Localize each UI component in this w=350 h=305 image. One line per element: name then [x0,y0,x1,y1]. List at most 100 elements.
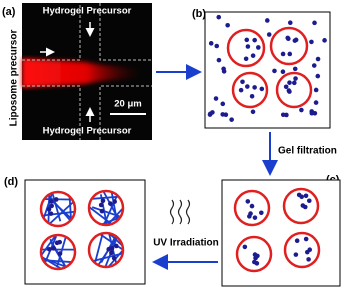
channel-walls [22,3,152,140]
top-label: Hydrogel Precursor [43,6,132,17]
vesicle [235,235,273,273]
liposome-dot [250,109,256,115]
liposome-dot [255,45,261,50]
liposome-dot [249,203,255,209]
liposome-dot [309,110,315,116]
liposome-dot [220,112,225,117]
liposome-dot [312,20,317,26]
liposome-dot [287,89,292,94]
step-label: Gel filtration [278,146,337,157]
side-label: Liposome precursor [9,30,20,127]
liposome-dot [210,110,215,115]
liposome-dot [283,84,289,90]
liposome-dot [54,240,60,246]
liposome-dot [293,76,298,81]
vesicle [39,233,77,271]
liposome-dot [108,201,113,206]
vesicle [233,189,271,227]
uv-waves [169,199,191,225]
liposome-dot [252,252,258,257]
liposome-dot [46,246,52,252]
scale-label: 20 μm [114,99,141,110]
liposome-dot [216,14,222,20]
vesicle [226,28,266,68]
hydrogel-fiber [41,208,75,217]
liposome-dot [315,73,321,79]
liposome-dot [249,94,255,99]
vesicle [282,187,320,225]
vesicle [231,71,269,109]
vesicle [283,231,321,269]
panel-box [24,179,146,285]
liposome-dot [109,250,114,256]
liposome-dot [213,96,219,101]
liposome-dot [280,51,286,57]
panel-label: (b) [192,8,206,20]
panel-box [221,179,341,287]
liposome-dot [280,112,286,118]
liposome-dot [306,257,311,262]
liposome-dot [252,259,257,265]
liposome-dot [248,211,253,216]
liposome-dot [229,117,234,122]
liposome-dot [216,57,222,63]
liposome-dot [272,68,277,74]
liposome-stream [22,58,140,88]
liposome-dot [99,208,105,214]
hydrogel-fiber [100,233,123,263]
liposome-dot [245,84,250,89]
liposome-dot [250,53,256,58]
liposome-dot [48,211,54,216]
liposome-dot [245,44,251,49]
liposome-dot [238,87,244,93]
liposome-dot [53,197,59,202]
liposome-dot [57,251,63,256]
liposome-dot [309,39,314,45]
liposome-dot [299,107,304,113]
liposome-dot [253,255,258,261]
liposome-dot [264,18,270,23]
liposome-dot [112,199,117,204]
liposome-dot [242,244,248,250]
liposome-dot [313,87,319,93]
liposome-dot [46,206,52,212]
liposome-dot [51,246,57,251]
hydrogel-fiber [41,199,75,226]
liposome-dot [287,80,292,85]
liposome-dot [100,198,106,204]
liposome-dot [294,238,300,244]
bottom-label: Hydrogel Precursor [43,126,132,137]
liposome-dot [303,236,309,242]
liposome-dot [49,203,54,209]
liposome-dot [259,86,265,92]
liposome-dot [322,38,327,43]
liposome-dot [252,215,258,220]
hydrogel-fiber [48,198,75,226]
hydrogel-fiber [41,235,66,264]
vesicle [87,189,125,227]
liposome-dot [313,100,319,105]
liposome-dot [285,35,291,41]
liposome-dot [292,80,297,86]
vesicle [87,231,125,269]
liposome-dot [245,199,251,204]
vesicle [269,26,309,66]
hydrogel-fiber [89,199,121,225]
hydrogel-fiber [41,248,74,269]
step-label: UV Irradiation [153,238,219,249]
liposome-dot [252,37,257,43]
liposome-dot [240,79,245,85]
liposome-dot [111,255,117,261]
liposome-dot [225,22,230,28]
liposome-dot [244,37,250,43]
liposome-dot [311,63,317,68]
liposome-dot [98,202,104,208]
liposome-dot [315,56,321,62]
liposome-dot [292,66,298,72]
liposome-dot [306,198,312,204]
liposome-dot [220,101,226,107]
liposome-dot [303,193,309,199]
liposome-dot [296,192,302,198]
liposome-dot [304,249,310,255]
